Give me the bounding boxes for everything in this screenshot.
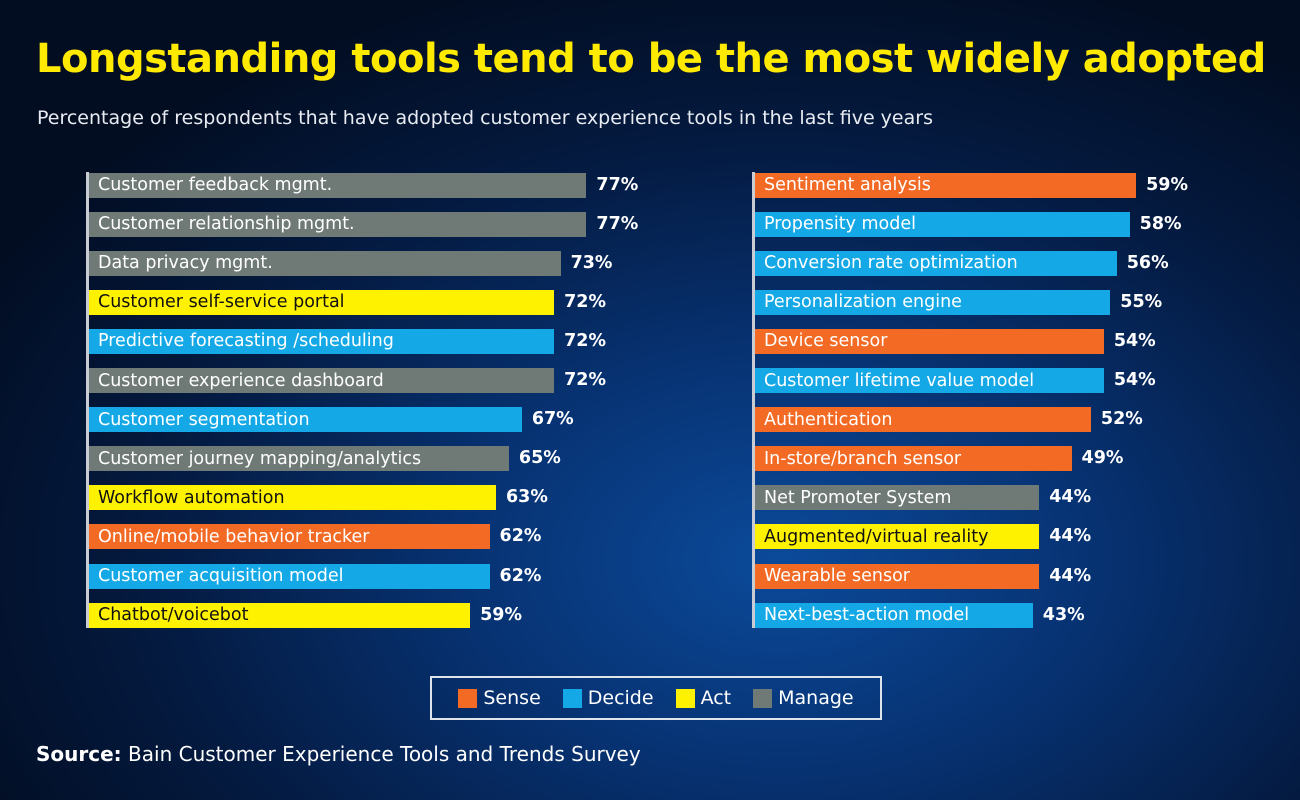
bar: Data privacy mgmt. bbox=[89, 250, 561, 276]
bar-label: Data privacy mgmt. bbox=[98, 253, 273, 274]
legend: Sense Decide Act Manage bbox=[430, 676, 882, 720]
bar: Customer feedback mgmt. bbox=[89, 172, 587, 198]
bar-label: Customer relationship mgmt. bbox=[98, 214, 355, 235]
value-label: 56% bbox=[1126, 252, 1169, 273]
value-label: 44% bbox=[1049, 487, 1092, 508]
chart-title: Longstanding tools tend to be the most w… bbox=[36, 36, 1266, 82]
source-note: Source: Bain Customer Experience Tools a… bbox=[36, 742, 641, 766]
value-label: 43% bbox=[1042, 604, 1085, 625]
value-label: 55% bbox=[1120, 291, 1163, 312]
legend-label: Act bbox=[700, 687, 732, 709]
value-label: 72% bbox=[564, 370, 606, 390]
bar: Personalization engine bbox=[755, 289, 1111, 315]
bar: Predictive forecasting /scheduling bbox=[89, 328, 555, 354]
bar: Sentiment analysis bbox=[755, 172, 1137, 198]
legend-swatch-act bbox=[675, 688, 695, 708]
bar: Customer experience dashboard bbox=[89, 368, 555, 393]
value-label: 59% bbox=[1146, 174, 1189, 195]
bar-label: Authentication bbox=[764, 409, 893, 430]
bar: Wearable sensor bbox=[755, 563, 1040, 589]
bar: Online/mobile behavior tracker bbox=[89, 524, 490, 550]
value-label: 49% bbox=[1081, 448, 1124, 469]
value-label: 62% bbox=[499, 526, 542, 547]
bar-label: Propensity model bbox=[764, 214, 916, 235]
bar-label: Online/mobile behavior tracker bbox=[98, 526, 370, 547]
legend-item-manage: Manage bbox=[753, 687, 854, 709]
legend-label: Sense bbox=[483, 687, 541, 709]
value-label: 54% bbox=[1113, 330, 1156, 351]
chart-subtitle: Percentage of respondents that have adop… bbox=[37, 107, 933, 129]
bar-label: Chatbot/voicebot bbox=[98, 605, 249, 626]
bar: Customer segmentation bbox=[89, 407, 522, 433]
legend-item-sense: Sense bbox=[458, 687, 541, 709]
legend-swatch-manage bbox=[753, 688, 773, 708]
bar: Customer relationship mgmt. bbox=[89, 211, 587, 237]
bar-label: Customer feedback mgmt. bbox=[98, 175, 333, 195]
bar-label: Personalization engine bbox=[764, 292, 962, 313]
source-text: Bain Customer Experience Tools and Trend… bbox=[128, 742, 641, 766]
bar-label: Workflow automation bbox=[98, 487, 285, 508]
value-label: 67% bbox=[531, 409, 574, 430]
bar-label: Predictive forecasting /scheduling bbox=[98, 331, 394, 352]
bar: Customer journey mapping/analytics bbox=[89, 446, 509, 472]
value-label: 63% bbox=[505, 487, 548, 508]
value-label: 73% bbox=[570, 252, 613, 273]
bar-label: Customer self-service portal bbox=[98, 292, 345, 313]
bar: Net Promoter System bbox=[755, 485, 1040, 511]
value-label: 77% bbox=[596, 174, 639, 195]
legend-item-decide: Decide bbox=[562, 687, 654, 709]
bar-label: Customer acquisition model bbox=[98, 566, 344, 586]
bar: Customer lifetime value model bbox=[755, 368, 1104, 393]
legend-label: Decide bbox=[587, 687, 654, 709]
legend-swatch-sense bbox=[458, 688, 478, 708]
bar-label: Augmented/virtual reality bbox=[764, 526, 989, 547]
legend-label: Manage bbox=[778, 687, 854, 709]
value-label: 44% bbox=[1049, 565, 1092, 586]
bar-label: Conversion rate optimization bbox=[764, 253, 1018, 274]
bar: Customer acquisition model bbox=[89, 563, 490, 589]
bar: Workflow automation bbox=[89, 485, 496, 511]
bar-label: Wearable sensor bbox=[764, 566, 910, 586]
bar: Conversion rate optimization bbox=[755, 250, 1117, 276]
value-label: 65% bbox=[518, 448, 561, 469]
bar-label: Device sensor bbox=[764, 331, 888, 352]
value-label: 72% bbox=[564, 291, 606, 312]
bar: Device sensor bbox=[755, 328, 1104, 354]
legend-item-act: Act bbox=[675, 687, 732, 709]
bar-label: Customer lifetime value model bbox=[764, 370, 1035, 391]
value-label: 72% bbox=[564, 330, 606, 351]
bar-label: Customer journey mapping/analytics bbox=[98, 448, 422, 469]
bar: In-store/branch sensor bbox=[755, 446, 1072, 472]
axis-line bbox=[752, 172, 755, 628]
bar-label: Net Promoter System bbox=[764, 487, 952, 508]
value-label: 59% bbox=[480, 604, 523, 625]
bar: Propensity model bbox=[755, 211, 1130, 237]
axis-line bbox=[86, 172, 89, 628]
bar-label: Customer segmentation bbox=[98, 409, 310, 430]
value-label: 54% bbox=[1113, 370, 1156, 390]
bar: Next-best-action model bbox=[755, 602, 1033, 628]
value-label: 62% bbox=[499, 565, 542, 586]
bar: Customer self-service portal bbox=[89, 289, 555, 315]
value-label: 44% bbox=[1049, 526, 1092, 547]
bar-label: Sentiment analysis bbox=[764, 175, 931, 195]
bar-label: Customer experience dashboard bbox=[98, 370, 384, 391]
value-label: 77% bbox=[596, 213, 639, 234]
value-label: 52% bbox=[1100, 409, 1143, 430]
bar-label: Next-best-action model bbox=[764, 605, 970, 626]
bar: Augmented/virtual reality bbox=[755, 524, 1040, 550]
value-label: 58% bbox=[1139, 213, 1182, 234]
legend-swatch-decide bbox=[562, 688, 582, 708]
bar-label: In-store/branch sensor bbox=[764, 448, 962, 469]
bar: Chatbot/voicebot bbox=[89, 602, 471, 628]
source-label: Source: bbox=[36, 742, 122, 766]
bar: Authentication bbox=[755, 407, 1091, 433]
